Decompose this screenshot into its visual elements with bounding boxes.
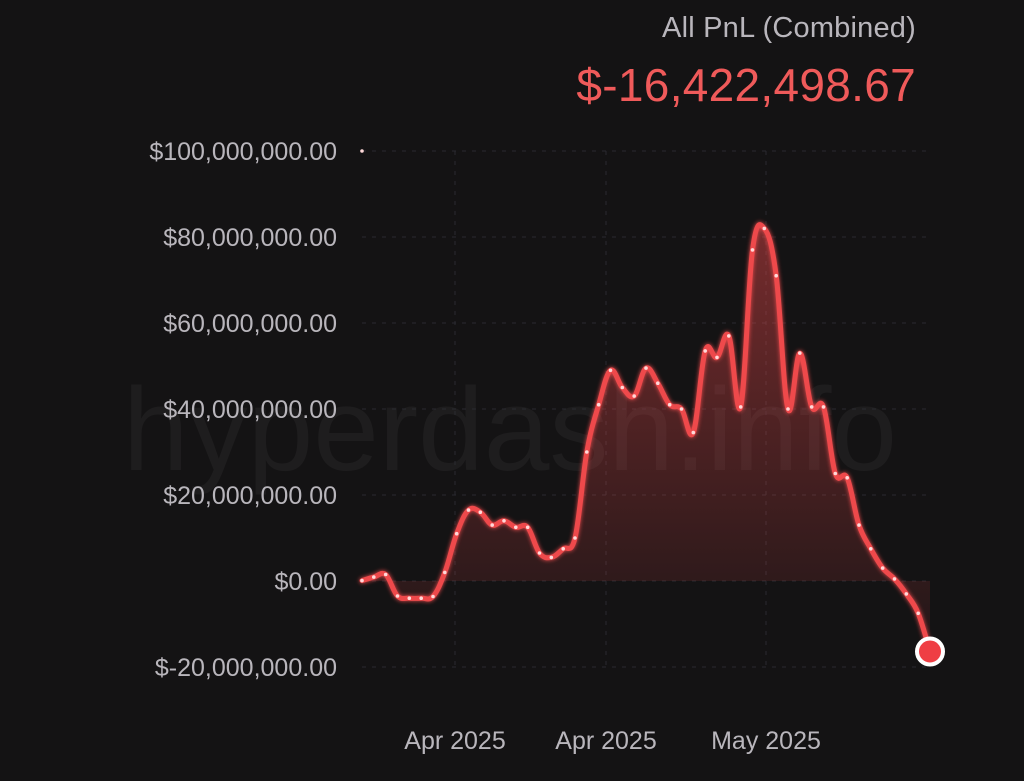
data-point <box>691 430 696 435</box>
data-point <box>845 476 849 480</box>
data-point <box>809 405 814 409</box>
data-point <box>419 596 424 600</box>
data-point <box>443 570 447 575</box>
data-point <box>857 523 861 527</box>
point-group <box>360 149 945 667</box>
y-tick-label: $100,000,000.00 <box>149 138 337 166</box>
data-point <box>715 355 719 360</box>
data-point <box>632 394 636 398</box>
x-tick-label: Apr 2025 <box>555 727 656 755</box>
y-tick-label: $0.00 <box>274 568 337 596</box>
pnl-line <box>359 222 933 654</box>
data-point <box>821 405 826 409</box>
y-tick-label: $-20,000,000.00 <box>155 654 337 682</box>
data-point <box>360 149 364 153</box>
data-point <box>916 611 920 616</box>
data-point <box>727 334 731 338</box>
last-value-marker[interactable] <box>915 636 945 667</box>
data-point <box>585 450 589 454</box>
data-point <box>656 381 660 386</box>
data-point <box>454 531 459 536</box>
data-point <box>395 594 400 598</box>
data-point <box>774 273 778 278</box>
data-point <box>869 547 873 551</box>
data-point <box>750 248 755 252</box>
chart-title: All PnL (Combined) <box>662 12 916 44</box>
x-tick-label: May 2025 <box>711 727 821 755</box>
data-point <box>667 402 672 407</box>
data-point <box>549 555 554 560</box>
y-tick-label: $20,000,000.00 <box>163 482 337 510</box>
data-point <box>620 385 625 390</box>
y-tick-label: $80,000,000.00 <box>163 224 337 252</box>
data-point <box>573 536 577 540</box>
series-group <box>359 222 933 654</box>
data-point <box>383 572 388 577</box>
data-point <box>514 525 518 530</box>
data-point <box>738 405 743 409</box>
data-point <box>762 226 767 231</box>
data-point <box>596 402 601 407</box>
data-point <box>561 547 565 551</box>
total-pnl-value: $-16,422,498.67 <box>576 59 916 111</box>
data-point <box>431 594 435 599</box>
data-point <box>703 349 707 353</box>
y-axis-labels: $100,000,000.00 $80,000,000.00 $60,000,000… <box>149 138 337 682</box>
data-point <box>833 471 838 476</box>
data-point <box>904 592 909 596</box>
data-point <box>892 577 897 581</box>
data-point <box>372 575 376 579</box>
y-tick-label: $60,000,000.00 <box>163 310 337 338</box>
data-point <box>502 519 506 523</box>
data-point <box>360 578 364 583</box>
data-point <box>490 523 495 527</box>
x-tick-label: Apr 2025 <box>404 727 505 755</box>
data-point <box>880 566 885 570</box>
x-axis-labels: Apr 2025 Apr 2025 May 2025 <box>404 727 821 755</box>
y-tick-label: $40,000,000.00 <box>163 396 337 424</box>
data-point <box>679 407 684 411</box>
data-point <box>537 551 542 555</box>
data-point <box>644 366 648 370</box>
data-point <box>478 510 483 514</box>
data-point <box>466 508 471 512</box>
pnl-area-fill <box>362 224 930 652</box>
data-point <box>608 368 613 373</box>
data-point <box>786 407 790 411</box>
data-point <box>525 525 530 530</box>
data-point <box>407 596 412 600</box>
data-point <box>798 351 802 355</box>
